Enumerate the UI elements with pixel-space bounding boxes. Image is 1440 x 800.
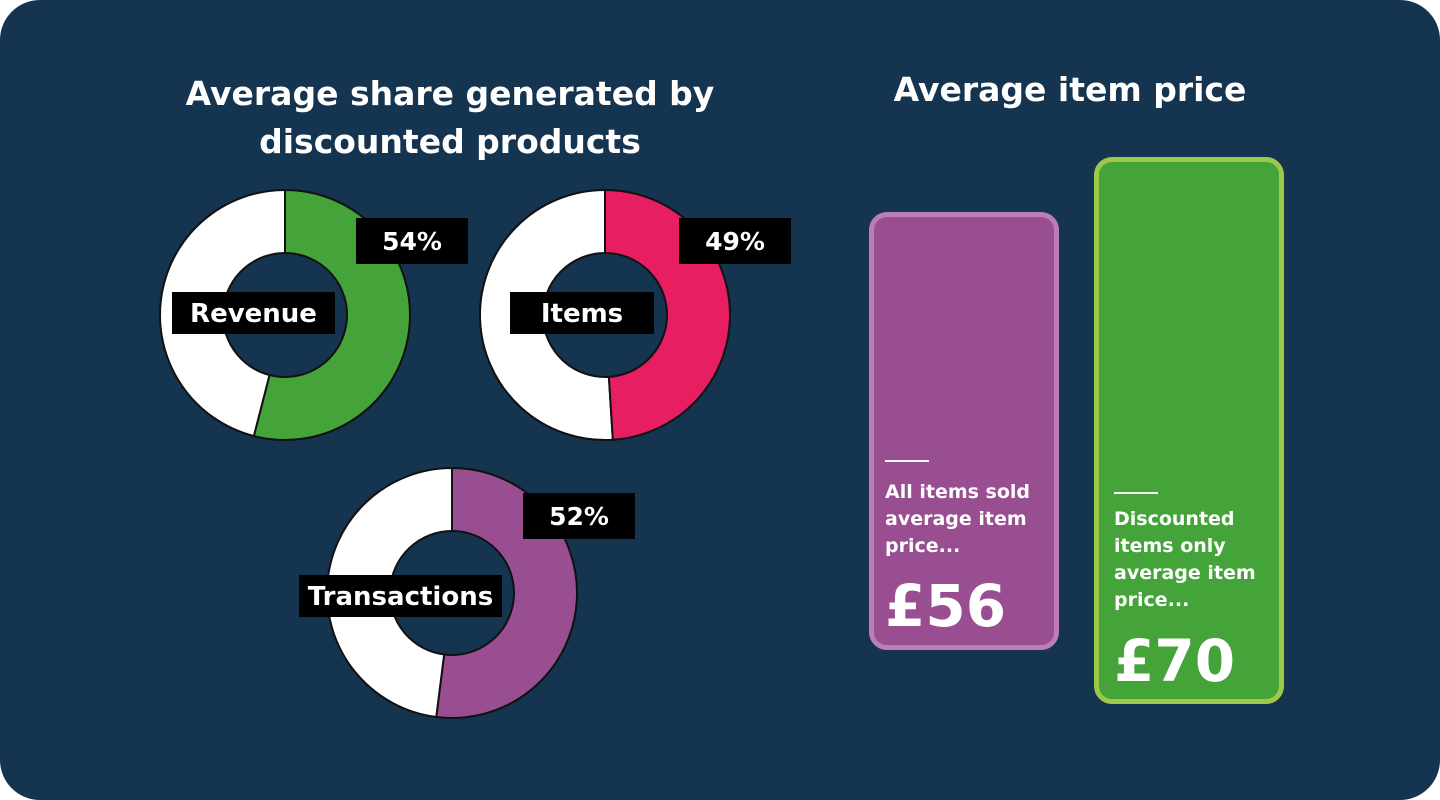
discounted-items-divider (1114, 492, 1158, 494)
category-label-box-transactions (299, 575, 502, 617)
donut-chart-transactions: 52% Transactions (299, 466, 635, 719)
discounted-items-price-card: Discounted items only average item price… (1094, 157, 1284, 704)
donut-chart-revenue: 54% Revenue (159, 188, 468, 441)
donut-remainder-items (478, 188, 614, 441)
value-label-revenue: 54% (382, 227, 442, 256)
donut-chart-items: 49% Items (478, 188, 791, 441)
value-label-box-items (679, 218, 791, 264)
item-price-title: Average item price (893, 70, 1247, 109)
all-items-divider (885, 460, 929, 462)
value-label-transactions: 52% (549, 502, 609, 531)
value-label-box-revenue (356, 218, 468, 264)
all-items-price-card: All items sold average item price... £56 (869, 212, 1059, 650)
all-items-label: All items sold average item price... (885, 481, 1031, 557)
category-label-box-items (510, 292, 654, 334)
value-label-items: 49% (705, 227, 765, 256)
all-items-price-value: £56 (885, 572, 1007, 640)
category-label-transactions: Transactions (308, 582, 493, 612)
discounted-items-price-value: £70 (1114, 627, 1236, 695)
value-label-box-transactions (523, 493, 635, 539)
category-label-items: Items (541, 299, 623, 329)
category-label-revenue: Revenue (190, 299, 317, 329)
category-label-box-revenue (172, 292, 335, 334)
discounted-items-label: Discounted items only average item price… (1114, 508, 1256, 611)
discount-share-title: Average share generated by discounted pr… (185, 74, 715, 161)
